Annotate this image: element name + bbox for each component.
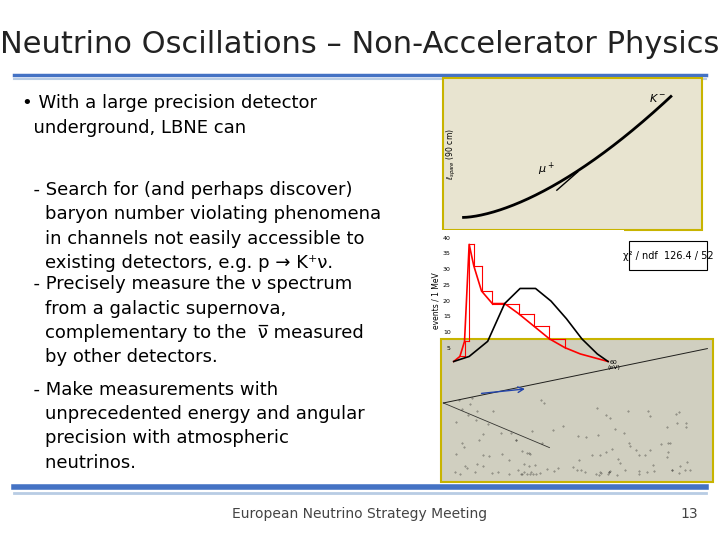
Text: European Neutrino Strategy Meeting: European Neutrino Strategy Meeting bbox=[233, 507, 487, 521]
Text: $\ell_{spare}$ (90 cm): $\ell_{spare}$ (90 cm) bbox=[445, 128, 458, 180]
Text: 60
(eV): 60 (eV) bbox=[608, 360, 621, 370]
Text: 30: 30 bbox=[443, 267, 451, 272]
Text: 35: 35 bbox=[443, 251, 451, 256]
Text: - Make measurements with
    unprecedented energy and angular
    precision with: - Make measurements with unprecedented e… bbox=[22, 381, 364, 471]
Bar bbox=[441, 339, 713, 482]
Bar bbox=[629, 241, 707, 269]
Text: 15: 15 bbox=[443, 314, 451, 319]
Text: $K^-$: $K^-$ bbox=[649, 92, 667, 104]
Bar bbox=[443, 78, 702, 230]
Text: Neutrino Oscillations – Non-Accelerator Physics: Neutrino Oscillations – Non-Accelerator … bbox=[0, 30, 720, 59]
Text: events / 1 MeV: events / 1 MeV bbox=[432, 273, 441, 329]
Text: 10: 10 bbox=[443, 330, 451, 335]
Text: 40: 40 bbox=[443, 235, 451, 241]
Text: - Precisely measure the ν spectrum
    from a galactic supernova,
    complement: - Precisely measure the ν spectrum from … bbox=[22, 275, 364, 366]
Text: 20: 20 bbox=[443, 299, 451, 303]
Text: 25: 25 bbox=[443, 283, 451, 288]
Text: • With a large precision detector
  underground, LBNE can: • With a large precision detector underg… bbox=[22, 94, 317, 137]
Bar bbox=[431, 230, 624, 373]
Text: $\mu^+$: $\mu^+$ bbox=[538, 160, 555, 178]
Text: 5: 5 bbox=[447, 346, 451, 351]
Text: - Search for (and perhaps discover)
    baryon number violating phenomena
    in: - Search for (and perhaps discover) bary… bbox=[22, 181, 381, 272]
Text: χ² / ndf  126.4 / 52: χ² / ndf 126.4 / 52 bbox=[623, 251, 714, 260]
Text: 13: 13 bbox=[681, 507, 698, 521]
